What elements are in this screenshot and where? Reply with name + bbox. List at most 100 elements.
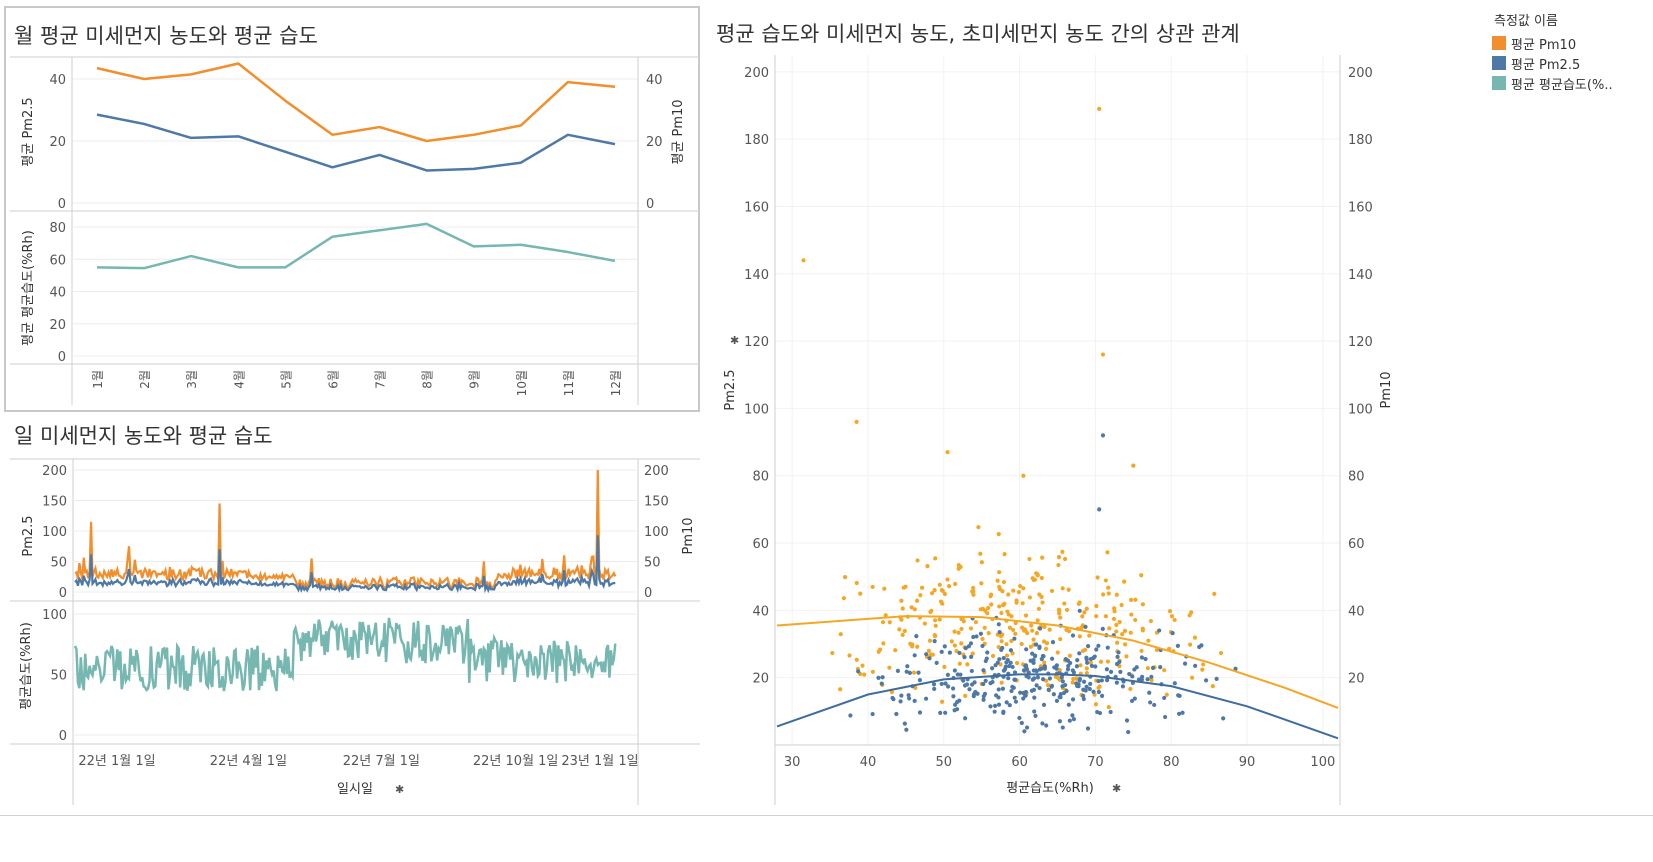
scatter-point-pm25 (1100, 433, 1106, 438)
scatter-point-pm10 (1057, 668, 1062, 673)
scatter-point-pm25 (995, 660, 1000, 665)
scatter-point-pm25 (990, 679, 995, 685)
scatter-point-pm25 (1012, 677, 1017, 682)
scatter-point-pm25 (1029, 688, 1034, 693)
y-right-tick-label: 40 (646, 73, 663, 88)
scatter-point-pm25 (1126, 729, 1131, 735)
scatter-point-pm25 (1139, 655, 1145, 660)
scatter-point-pm25 (1021, 696, 1026, 701)
scatter-point-pm25 (988, 704, 993, 709)
x-tick-label: 23년 1월 1일 (561, 754, 638, 769)
scatter-point-pm25 (1108, 709, 1113, 715)
y-right-tick-label: 100 (644, 525, 669, 540)
scatter-point-pm25 (1096, 643, 1101, 648)
scatter-point-pm25 (1233, 666, 1238, 671)
scatter-point-pm10 (1122, 628, 1128, 633)
legend: 측정값 이름 평균 Pm10 평균 Pm2.5 평균 평균습도(%.. (1492, 10, 1652, 93)
scatter-point-pm10 (1124, 654, 1129, 659)
scatter-point-pm25 (939, 681, 944, 687)
y-tick-label: 40 (49, 286, 66, 301)
scatter-point-pm25 (932, 639, 937, 644)
scatter-point-pm10 (983, 608, 988, 613)
scatter-point-pm10 (963, 693, 968, 698)
x-axis-label: 평균습도(%Rh) (1006, 781, 1094, 796)
scatter-point-pm10 (1041, 639, 1047, 644)
scatter-point-pm10 (882, 586, 887, 591)
scatter-point-pm25 (952, 668, 957, 673)
scatter-point-pm25 (1046, 687, 1051, 692)
y-right-tick-label: 180 (1348, 133, 1373, 148)
legend-item-humidity[interactable]: 평균 평균습도(%.. (1492, 73, 1652, 93)
scatter-point-pm25 (1003, 664, 1008, 669)
scatter-point-pm25 (962, 655, 967, 660)
y-axis-label-right: Pm10 (681, 517, 696, 554)
scatter-point-pm25 (1085, 726, 1091, 731)
scatter-point-pm25 (1019, 720, 1024, 726)
scatter-point-pm25 (974, 634, 979, 639)
scatter-point-pm25 (969, 654, 974, 659)
y-right-tick-label: 60 (1348, 537, 1365, 552)
trend-line-pm10 (776, 615, 1339, 709)
scatter-point-pm25 (938, 710, 943, 715)
scatter-point-pm10 (932, 588, 937, 593)
scatter-point-pm10 (1098, 659, 1104, 664)
scatter-point-pm10 (1189, 675, 1195, 680)
scatter-point-pm10 (1040, 600, 1045, 605)
scatter-point-pm10 (1042, 660, 1047, 665)
scatter-point-pm10 (899, 598, 904, 603)
scatter-point-pm25 (1084, 655, 1089, 660)
scatter-point-pm10 (887, 620, 892, 625)
x-tick-label: 8월 (421, 370, 435, 389)
x-tick-label: 10월 (515, 370, 529, 396)
scatter-point-pm25 (981, 681, 986, 687)
scatter-point-pm25 (902, 721, 907, 726)
y-right-tick-label: 160 (1348, 200, 1373, 215)
scatter-point-pm10 (926, 648, 931, 653)
scatter-point-pm10 (979, 560, 984, 565)
scatter-point-pm10 (918, 593, 923, 598)
legend-item-pm10[interactable]: 평균 Pm10 (1492, 33, 1652, 53)
scatter-point-pm10 (940, 601, 945, 606)
scatter-point-pm25 (981, 694, 986, 699)
scatter-point-pm10 (1045, 683, 1051, 688)
scatter-point-pm25 (983, 678, 988, 683)
scatter-point-pm10 (1154, 647, 1159, 653)
scatter-point-pm10 (982, 625, 987, 630)
scatter-point-pm10 (1133, 617, 1138, 623)
scatter-point-pm25 (1075, 658, 1080, 663)
y-axis-label-bottom: 평균습도(%Rh) (19, 622, 34, 710)
scatter-point-pm10 (1066, 587, 1071, 592)
scatter-point-pm10 (876, 649, 881, 654)
scatter-point-pm10 (1218, 650, 1224, 656)
scatter-point-pm10 (1043, 646, 1049, 651)
scatter-point-pm25 (1037, 626, 1043, 631)
scatter-point-pm10 (1062, 601, 1067, 606)
scatter-point-pm25 (931, 682, 937, 687)
x-tick-label: 60 (1011, 755, 1028, 770)
scatter-point-pm10 (1105, 550, 1110, 555)
scatter-point-pm25 (932, 686, 937, 691)
scatter-point-pm25 (899, 693, 904, 698)
scatter-point-pm10 (1055, 650, 1060, 655)
scatter-point-pm10 (1111, 616, 1117, 622)
scatter-point-pm10 (1082, 610, 1087, 615)
scatter-point-pm10 (1128, 630, 1133, 635)
scatter-point-pm25 (1150, 665, 1156, 670)
scatter-point-pm10 (1140, 602, 1145, 607)
legend-item-pm25[interactable]: 평균 Pm2.5 (1492, 53, 1652, 73)
scatter-point-pm10 (870, 584, 875, 590)
scatter-point-pm25 (954, 707, 960, 712)
scatter-point-pm10 (970, 651, 975, 656)
scatter-point-pm25 (1175, 643, 1180, 648)
scatter-point-pm10 (1084, 606, 1089, 611)
x-tick-label: 1월 (91, 370, 105, 389)
scatter-point-pm25 (905, 664, 910, 669)
scatter-point-pm25 (895, 668, 901, 673)
scatter-point-pm10 (1139, 648, 1144, 654)
scatter-point-pm10 (1021, 473, 1026, 478)
scatter-point-pm10 (1001, 579, 1007, 585)
scatter-point-pm25 (1152, 702, 1157, 708)
scatter-point-pm10 (1129, 612, 1134, 617)
scatter-point-pm25 (1083, 688, 1088, 693)
y-tick-label: 40 (752, 604, 769, 619)
